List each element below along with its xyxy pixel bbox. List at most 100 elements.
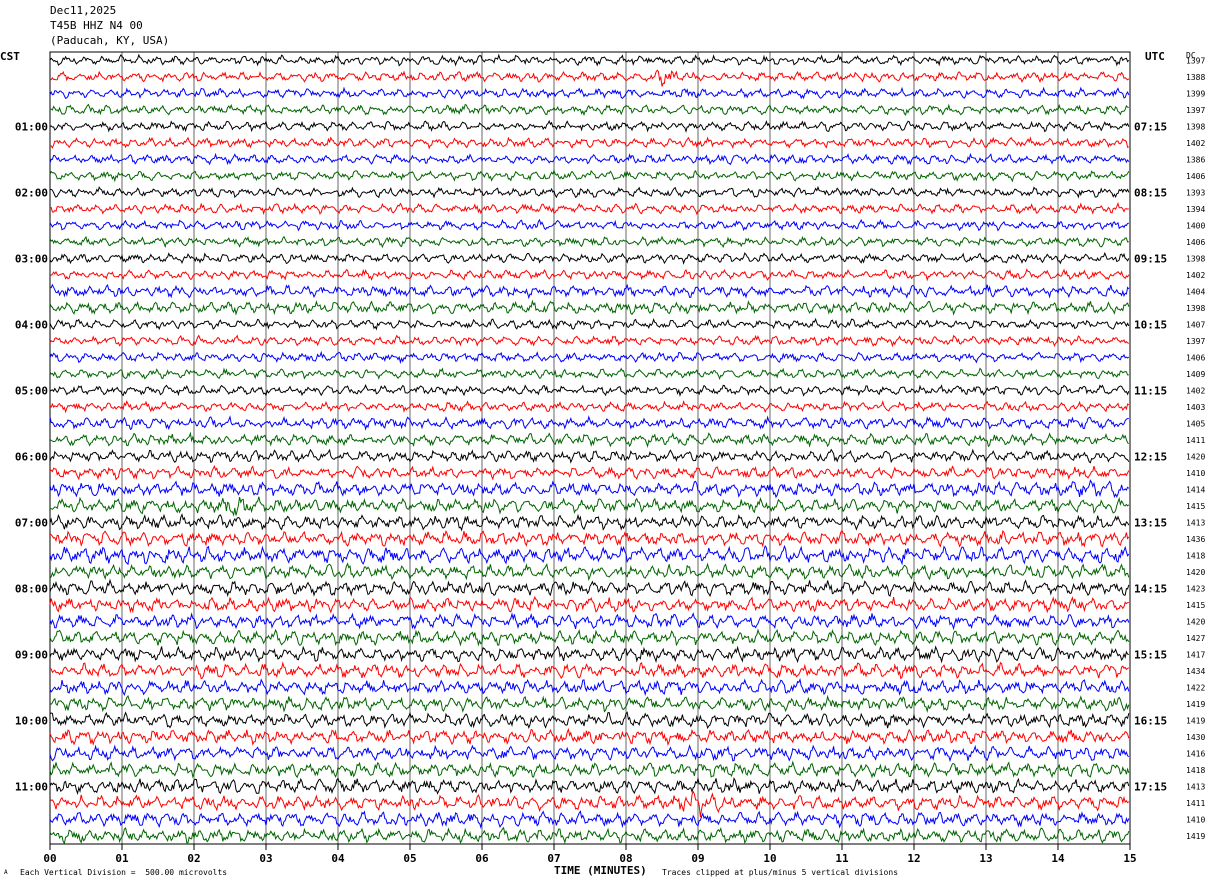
right-hour-label: 08:15 <box>1134 186 1167 199</box>
dc-offset-label: 1404 <box>1186 287 1205 296</box>
dc-offset-labels: 1397 1388 1399 1397 1398 1402 1386 1406 1393 1394… <box>1186 56 1205 841</box>
dc-offset-label: 1402 <box>1186 139 1205 148</box>
left-hour-label: 10:00 <box>15 714 48 727</box>
trace-row <box>49 578 1130 598</box>
dc-offset-label: 1403 <box>1186 403 1205 412</box>
trace-row <box>49 612 1130 631</box>
dc-offset-label: 1436 <box>1186 535 1205 544</box>
dc-offset-label: 1406 <box>1186 172 1205 181</box>
trace-row <box>49 218 1129 232</box>
trace-row <box>49 367 1129 381</box>
seismic-traces <box>49 53 1130 845</box>
trace-row <box>49 119 1130 134</box>
right-hour-label: 13:15 <box>1134 516 1167 529</box>
dc-offset-label: 1405 <box>1186 419 1205 428</box>
left-hour-label: 03:00 <box>15 252 48 265</box>
footer-mark: A <box>4 869 8 876</box>
dc-offset-label: 1420 <box>1186 452 1205 461</box>
trace-row <box>49 169 1130 183</box>
dc-offset-label: 1410 <box>1186 469 1205 478</box>
right-hour-label: 09:15 <box>1134 252 1167 265</box>
dc-offset-label: 1413 <box>1186 518 1205 527</box>
left-hour-label: 06:00 <box>15 450 48 463</box>
x-tick-label: 02 <box>187 852 200 865</box>
trace-row <box>49 810 1130 830</box>
x-tick-label: 03 <box>259 852 272 865</box>
trace-row <box>49 760 1130 779</box>
left-hour-label: 01:00 <box>15 120 48 133</box>
dc-offset-label: 1430 <box>1186 733 1205 742</box>
dc-offset-label: 1386 <box>1186 155 1205 164</box>
dc-offset-label: 1402 <box>1186 386 1205 395</box>
trace-row <box>49 826 1130 845</box>
x-tick-label: 14 <box>1051 852 1065 865</box>
right-timezone-label: UTC <box>1145 50 1165 63</box>
trace-row <box>49 790 1130 818</box>
header-location: (Paducah, KY, USA) <box>50 34 170 47</box>
trace-row <box>49 776 1130 796</box>
dc-offset-label: 1393 <box>1186 188 1205 197</box>
dc-offset-label: 1417 <box>1186 650 1205 659</box>
trace-row <box>50 103 1129 117</box>
x-tick-label: 10 <box>763 852 776 865</box>
trace-row <box>49 678 1130 697</box>
dc-offset-label: 1416 <box>1186 749 1205 758</box>
left-hour-label: 04:00 <box>15 318 48 331</box>
dc-offset-label: 1397 <box>1186 337 1205 346</box>
dc-offset-label: 1397 <box>1186 106 1205 115</box>
right-hour-label: 11:15 <box>1134 384 1167 397</box>
trace-row <box>49 334 1130 348</box>
x-tick-label: 11 <box>835 852 849 865</box>
trace-row <box>49 562 1130 581</box>
dc-offset-label: 1418 <box>1186 766 1205 775</box>
trace-row <box>49 201 1129 216</box>
header-block: Dec11,2025 T45B HHZ N4 00 (Paducah, KY, US… <box>50 3 169 48</box>
trace-row <box>49 283 1130 300</box>
trace-row <box>49 529 1130 548</box>
dc-offset-label: 1420 <box>1186 568 1205 577</box>
left-hour-label: 09:00 <box>15 648 48 661</box>
dc-offset-label: 1399 <box>1186 89 1205 98</box>
right-hour-label: 16:15 <box>1134 714 1167 727</box>
trace-row <box>49 317 1130 331</box>
trace-row <box>49 152 1130 166</box>
dc-offset-label: 1411 <box>1186 799 1205 808</box>
trace-row <box>49 86 1130 100</box>
left-hour-label: 02:00 <box>15 186 48 199</box>
trace-row <box>49 448 1130 464</box>
dc-offset-label: 1418 <box>1186 551 1205 560</box>
footer-clip-note: Traces clipped at plus/minus 5 vertical … <box>662 868 899 877</box>
right-hour-labels: 07:15 08:15 09:15 10:15 11:15 12:15 13:15 14:15… <box>1134 120 1167 793</box>
dc-offset-label: 1398 <box>1186 304 1205 313</box>
trace-row <box>49 69 1130 87</box>
trace-row <box>49 53 1130 67</box>
dc-offset-label: 1434 <box>1186 667 1205 676</box>
dc-offset-label: 1406 <box>1186 238 1205 247</box>
dc-offset-label: 1415 <box>1186 601 1205 610</box>
dc-offset-label: 1388 <box>1186 73 1205 82</box>
trace-row <box>49 513 1130 532</box>
dc-offset-label: 1407 <box>1186 320 1205 329</box>
left-hour-label: 08:00 <box>15 582 48 595</box>
dc-offset-label: 1398 <box>1186 254 1205 263</box>
footer-scale-note: Each Vertical Division = 500.00 microvol… <box>20 868 228 877</box>
left-timezone-label: CST <box>0 50 20 63</box>
dc-offset-label: 1423 <box>1186 584 1205 593</box>
trace-row <box>49 415 1129 431</box>
trace-row <box>49 661 1130 680</box>
dc-offset-label: 1415 <box>1186 502 1205 511</box>
dc-offset-label: 1419 <box>1186 700 1205 709</box>
header-date: Dec11,2025 <box>50 4 117 17</box>
dc-offset-label: 1400 <box>1186 221 1205 230</box>
trace-row <box>49 431 1130 449</box>
x-axis-ticks: 00 01 02 03 04 05 06 07 08 09 10 11 12 13 14 15 <box>43 844 1137 865</box>
right-hour-label: 10:15 <box>1134 318 1167 331</box>
dc-offset-label: 1419 <box>1186 832 1205 841</box>
trace-row <box>49 299 1130 316</box>
x-axis-label: TIME (MINUTES) <box>554 864 647 877</box>
x-tick-label: 06 <box>475 852 489 865</box>
x-tick-label: 01 <box>115 852 129 865</box>
trace-row <box>49 268 1130 282</box>
trace-row <box>49 350 1130 365</box>
dc-offset-label: 1414 <box>1186 485 1205 494</box>
